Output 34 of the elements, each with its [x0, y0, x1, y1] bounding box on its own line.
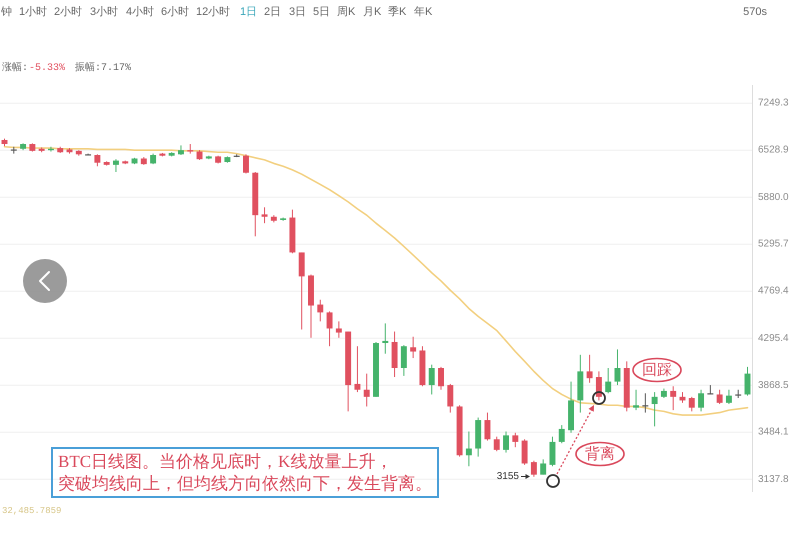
annotation: 月K	[363, 6, 382, 18]
annotation: BTC日线图。当价格见底时，K线放量上升，	[58, 452, 392, 471]
annotation: 年K	[414, 6, 432, 18]
annotation: 突破均线向上，但均线方向依然向下，发生背离。	[58, 474, 432, 493]
annotation: 6小时	[161, 6, 190, 18]
y-tick-label: 7249.3	[758, 98, 790, 109]
annotation: 570s	[743, 6, 767, 18]
annotation: 5日	[313, 6, 330, 18]
y-tick-label: 4769.4	[758, 286, 790, 297]
annotation: 32,485.7859	[2, 506, 62, 516]
y-tick-label: 3484.1	[758, 426, 790, 438]
annotation: 2日	[264, 6, 282, 18]
y-tick-label: 4295.4	[758, 332, 790, 344]
annotation: -5.33%	[29, 63, 66, 74]
annotation: 2小时	[54, 6, 82, 18]
annotation: 12小时	[196, 6, 230, 18]
y-tick-label: 3868.5	[758, 380, 790, 391]
annotation: 3155	[496, 471, 519, 482]
annotation: 涨幅:	[2, 63, 28, 74]
y-tick-label: 5880.0	[758, 192, 790, 203]
annotation: 1日	[240, 6, 258, 18]
annotation: 3日	[289, 6, 306, 18]
annotation: 4小时	[126, 6, 154, 18]
annotation: 回踩	[642, 362, 672, 378]
annotation: 背离	[585, 446, 615, 462]
annotation: 季K	[388, 6, 406, 18]
annotation: 周K	[337, 6, 356, 18]
annotation: 1小时	[19, 6, 48, 18]
annotation: 振幅:7.17%	[75, 63, 132, 74]
y-tick-label: 6528.9	[758, 144, 790, 156]
y-tick-label: 5295.7	[758, 238, 790, 250]
annotation: 3小时	[90, 6, 118, 18]
y-tick-label: 3137.8	[758, 474, 790, 485]
annotation: 钟	[1, 6, 12, 18]
